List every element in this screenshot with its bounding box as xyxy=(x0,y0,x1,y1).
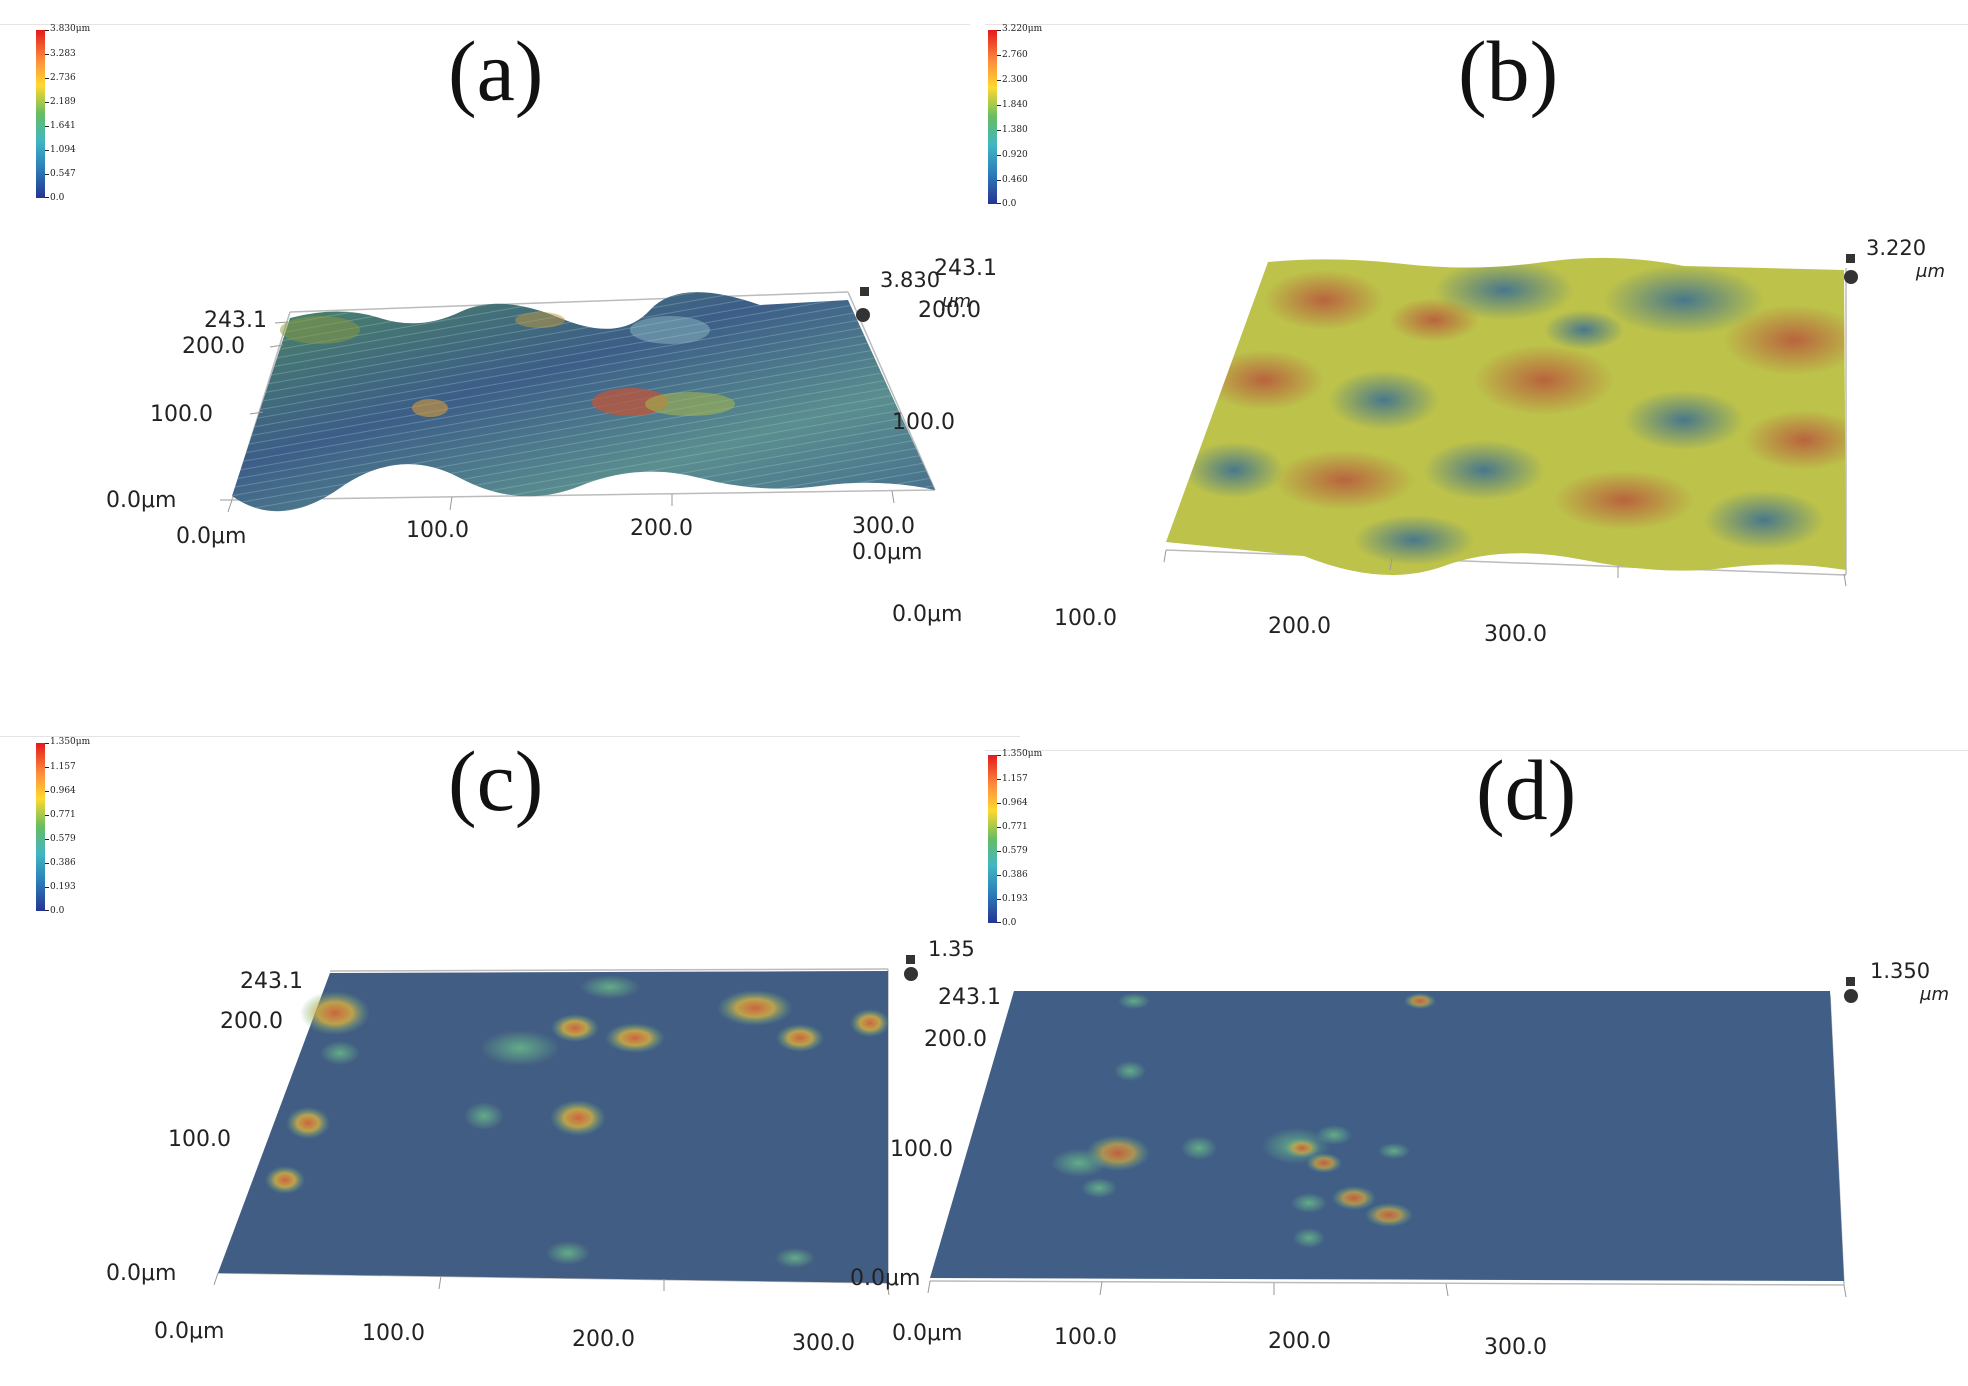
panel-c: (c) 1.350μm 1.157 0.964 0.771 0.579 0.38… xyxy=(0,693,984,1386)
y-tick-label: 200.0 xyxy=(924,1027,987,1052)
z-max-value: 3.830 xyxy=(880,268,941,292)
colorbar-tick: 0.964 xyxy=(1002,798,1028,808)
z-max-marker-dot xyxy=(904,967,918,981)
z-max-value: 1.35 xyxy=(928,937,975,961)
colorbar-tick: 1.350μm xyxy=(1002,749,1043,759)
colorbar-tick: 0.579 xyxy=(50,834,76,844)
y-tick-label: 100.0 xyxy=(150,402,213,427)
z-max-unit: μm xyxy=(1920,984,1949,1005)
panel-c-top-rule xyxy=(0,736,1020,737)
surface-3d-plot xyxy=(927,991,1847,1298)
colorbar-tick: 0.547 xyxy=(50,169,76,179)
panel-b-top-rule xyxy=(985,24,1968,25)
x-tick-label: 200.0 xyxy=(1268,614,1331,639)
colorbar-tick: 1.380 xyxy=(1002,125,1028,135)
surface-3d-plot xyxy=(220,291,936,513)
y-tick-label: 200.0 xyxy=(182,334,245,359)
colorbar-tick: 3.220μm xyxy=(1002,24,1043,34)
colorbar xyxy=(988,30,997,204)
panel-b: (b) 3.220μm 2.760 2.300 1.840 1.380 0.92… xyxy=(852,0,1968,693)
surface-3d-plot xyxy=(1163,257,1847,587)
colorbar-tick: 0.386 xyxy=(1002,870,1028,880)
x-tick-label: 200.0 xyxy=(1268,1329,1331,1354)
colorbar-tick: 0.771 xyxy=(1002,822,1028,832)
x-tick-label: 200.0 xyxy=(630,516,693,541)
y-tick-label: 100.0 xyxy=(168,1127,231,1152)
z-max-marker-dot xyxy=(1844,270,1858,284)
colorbar-tick: 1.157 xyxy=(50,762,76,772)
y-tick-label: 0.0μm xyxy=(106,1261,177,1286)
x-tick-label: 200.0 xyxy=(572,1327,635,1352)
y-tick-label: 243.1 xyxy=(204,308,267,333)
x-tick-label: 0.0μm xyxy=(176,524,247,549)
x-tick-label: 300.0 xyxy=(1484,1335,1547,1360)
y-tick-label: 243.1 xyxy=(934,256,997,281)
x-tick-label: 300.0 xyxy=(792,1331,855,1356)
colorbar-tick: 0.193 xyxy=(1002,894,1028,904)
colorbar-tick: 0.0 xyxy=(50,906,65,916)
y-tick-label: 200.0 xyxy=(918,298,981,323)
colorbar-tick: 1.157 xyxy=(1002,774,1028,784)
panel-label: (b) xyxy=(1458,23,1559,119)
colorbar-tick: 3.283 xyxy=(50,49,76,59)
panel-d: (d) 1.350μm 1.157 0.964 0.771 0.579 0.38… xyxy=(850,693,1968,1386)
colorbar-tick: 2.760 xyxy=(1002,50,1028,60)
y-tick-label: 243.1 xyxy=(938,985,1001,1010)
z-max-marker-square xyxy=(1846,254,1855,263)
x-tick-label: 100.0 xyxy=(362,1321,425,1346)
panel-a-top-rule xyxy=(0,24,970,25)
colorbar xyxy=(36,743,45,911)
panel-label: (d) xyxy=(1476,742,1577,838)
colorbar-tick: 0.579 xyxy=(1002,846,1028,856)
colorbar-tick: 1.094 xyxy=(50,145,76,155)
y-tick-label: 100.0 xyxy=(890,1137,953,1162)
colorbar-tick: 2.300 xyxy=(1002,75,1028,85)
x-tick-label: 100.0 xyxy=(406,518,469,543)
colorbar-tick: 1.641 xyxy=(50,121,76,131)
colorbar xyxy=(988,755,997,923)
colorbar-tick: 0.0 xyxy=(1002,199,1017,209)
colorbar-tick: 2.736 xyxy=(50,73,76,83)
y-tick-label: 0.0μm xyxy=(106,488,177,513)
panel-label: (a) xyxy=(448,23,544,119)
x-tick-label: 100.0 xyxy=(1054,1325,1117,1350)
z-max-marker-dot xyxy=(1844,989,1858,1003)
z-max-marker-square xyxy=(1846,977,1855,986)
z-max-marker-square xyxy=(860,287,869,296)
colorbar-tick: 3.830μm xyxy=(50,24,91,34)
colorbar-tick: 2.189 xyxy=(50,97,76,107)
z-max-unit: μm xyxy=(942,291,971,312)
y-tick-label: 243.1 xyxy=(240,969,303,994)
colorbar-tick: 1.840 xyxy=(1002,100,1028,110)
colorbar-tick: 0.460 xyxy=(1002,175,1028,185)
x-tick-label: 0.0μm xyxy=(154,1319,225,1344)
z-max-marker-square xyxy=(906,955,915,964)
panel-label: (c) xyxy=(448,733,544,829)
x-tick-label: 300.0 xyxy=(852,514,915,539)
y-tick-label: 200.0 xyxy=(220,1009,283,1034)
z-max-value: 1.350 xyxy=(1870,959,1931,983)
y-tick-label: 0.0μm xyxy=(850,1266,921,1291)
y-tick-label: 100.0 xyxy=(892,410,955,435)
x-tick-label: 100.0 xyxy=(1054,606,1117,631)
z-max-value: 3.220 xyxy=(1866,236,1927,260)
colorbar-tick: 0.920 xyxy=(1002,150,1028,160)
x-tick-label: 0.0μm xyxy=(892,602,963,627)
y-tick-label: 0.0μm xyxy=(852,540,923,565)
z-max-unit: μm xyxy=(1916,261,1945,282)
surface-3d-plot xyxy=(213,968,890,1296)
colorbar-tick: 0.193 xyxy=(50,882,76,892)
panel-d-top-rule xyxy=(985,750,1968,751)
colorbar xyxy=(36,30,45,198)
colorbar-tick: 0.0 xyxy=(1002,918,1017,928)
colorbar-tick: 1.350μm xyxy=(50,737,91,747)
colorbar-tick: 0.0 xyxy=(50,193,65,203)
x-tick-label: 300.0 xyxy=(1484,622,1547,647)
z-max-marker-dot xyxy=(856,308,870,322)
panel-a: (a) 3.830μm 3.283 2.736 2.189 1.641 1.09… xyxy=(0,0,984,693)
colorbar-tick: 0.386 xyxy=(50,858,76,868)
colorbar-tick: 0.964 xyxy=(50,786,76,796)
x-tick-label: 0.0μm xyxy=(892,1321,963,1346)
colorbar-tick: 0.771 xyxy=(50,810,76,820)
